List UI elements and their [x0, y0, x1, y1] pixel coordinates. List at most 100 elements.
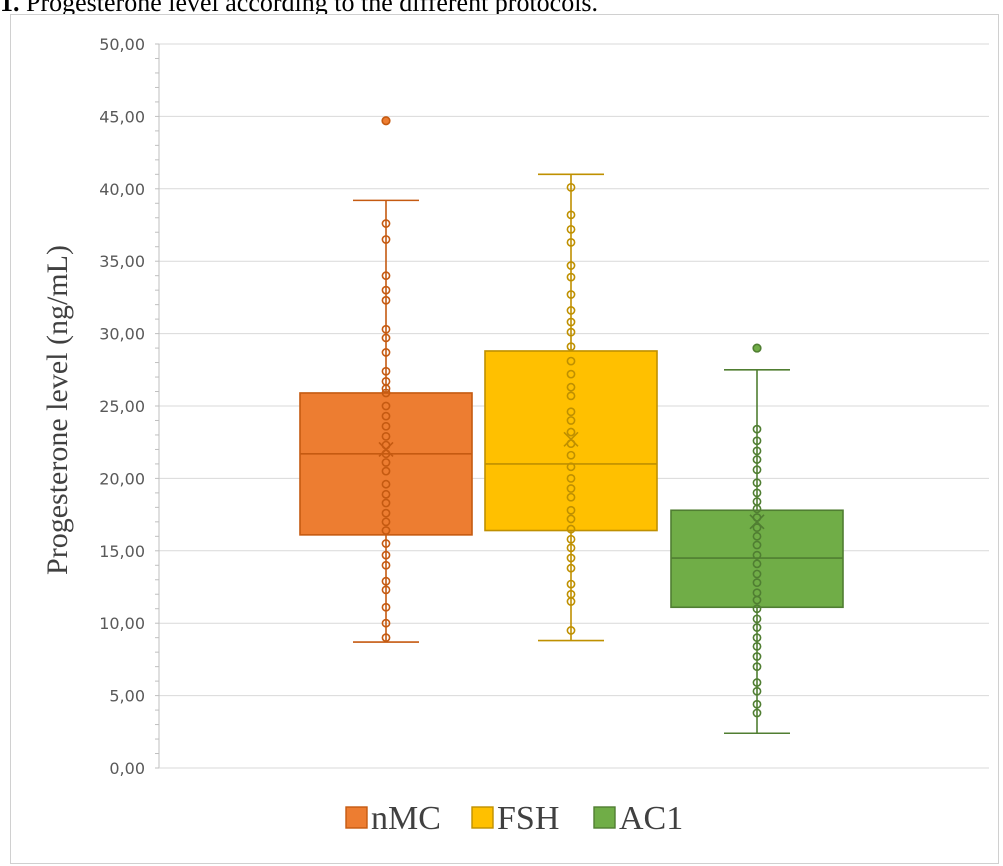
data-point	[381, 539, 391, 548]
data-point	[752, 588, 762, 598]
data-point	[381, 411, 391, 421]
data-point	[381, 333, 391, 343]
y-tick-label: 20,00	[99, 469, 145, 488]
boxes	[299, 116, 844, 735]
mean-marker	[378, 441, 394, 458]
legend-swatch-ac1	[593, 806, 616, 829]
outlier-point	[752, 343, 762, 353]
data-point	[752, 614, 762, 624]
data-point	[566, 342, 576, 352]
outlier-point	[381, 116, 391, 126]
legend-label-fsh: FSH	[497, 800, 559, 837]
y-axis-label: Progesterone level (ng/mL)	[41, 245, 74, 575]
data-point	[566, 391, 576, 401]
boxplot-chart: 0,00 5,00 10,00 15,00 20,00 25,00 30,00 35,00 40…	[41, 35, 989, 837]
y-tick-label: 45,00	[99, 107, 145, 126]
data-point	[381, 458, 391, 467]
data-point	[752, 531, 762, 541]
y-tick-label: 35,00	[99, 252, 145, 271]
data-point	[566, 492, 576, 502]
chart-area: 0,00 5,00 10,00 15,00 20,00 25,00 30,00 35,00 40…	[10, 14, 999, 864]
data-point	[566, 237, 576, 247]
data-point	[381, 498, 391, 508]
data-point	[752, 633, 762, 643]
data-point	[752, 550, 762, 560]
data-point	[752, 455, 762, 464]
data-point	[381, 401, 391, 411]
y-tick-label: 50,00	[99, 35, 145, 54]
data-point	[566, 272, 576, 282]
box-fsh	[484, 173, 658, 642]
data-point	[381, 366, 391, 376]
data-point	[566, 369, 576, 379]
data-point	[566, 317, 576, 327]
data-point	[752, 497, 762, 506]
data-point	[566, 382, 576, 392]
data-point	[566, 524, 576, 534]
data-point	[752, 662, 762, 672]
data-point	[752, 578, 762, 588]
data-point	[752, 686, 762, 696]
data-point	[752, 478, 762, 488]
data-point	[752, 623, 762, 632]
legend-swatch-nmc	[345, 806, 368, 829]
data-point	[752, 652, 762, 661]
data-point	[381, 271, 391, 281]
figure-number: 1.	[0, 0, 20, 17]
data-point	[752, 446, 762, 456]
legend: nMC FSH AC1	[345, 800, 683, 837]
data-point	[752, 678, 762, 687]
iqr-box	[299, 392, 473, 536]
legend-swatch-fsh	[471, 806, 494, 829]
data-point	[752, 708, 762, 718]
y-axis: 0,00 5,00 10,00 15,00 20,00 25,00 30,00 35,00 40…	[99, 35, 989, 778]
data-point	[566, 407, 576, 417]
data-point	[381, 585, 391, 595]
figure-caption: 1. Progesterone level according to the d…	[0, 0, 1003, 28]
data-point	[566, 261, 576, 270]
data-point	[752, 424, 762, 434]
y-tick-label: 15,00	[99, 542, 145, 561]
data-point	[752, 488, 762, 498]
data-point	[566, 505, 576, 515]
data-point	[381, 602, 391, 612]
data-point	[566, 356, 576, 366]
data-point	[566, 579, 576, 589]
data-point	[381, 348, 391, 357]
data-point	[566, 473, 576, 483]
data-point	[752, 641, 762, 651]
data-point	[566, 553, 576, 563]
data-point	[381, 388, 391, 398]
data-point	[566, 484, 576, 493]
data-point	[381, 479, 391, 489]
data-point	[381, 219, 391, 228]
y-tick-label: 5,00	[109, 687, 145, 706]
data-point	[381, 295, 391, 305]
data-point	[381, 235, 391, 244]
data-point	[566, 626, 576, 635]
data-point	[381, 517, 391, 527]
data-point	[381, 432, 391, 441]
data-point	[381, 618, 391, 628]
data-point	[381, 550, 391, 560]
y-tick-label: 10,00	[99, 614, 145, 633]
box-nmc	[299, 116, 473, 643]
data-point	[566, 182, 576, 192]
data-point	[566, 290, 576, 299]
legend-label-nmc: nMC	[371, 800, 441, 837]
data-point	[381, 285, 391, 295]
data-point	[752, 523, 762, 533]
data-point	[566, 462, 576, 472]
data-point	[381, 376, 391, 386]
data-point	[752, 540, 762, 550]
y-tick-label: 0,00	[109, 759, 145, 778]
data-point	[381, 576, 391, 586]
y-tick-label: 40,00	[99, 180, 145, 199]
figure-caption-text: Progesterone level according to the diff…	[26, 0, 599, 17]
data-point	[566, 563, 576, 573]
legend-label-ac1: AC1	[619, 800, 683, 837]
data-point	[566, 224, 576, 234]
data-point	[566, 306, 576, 315]
data-point	[381, 526, 391, 535]
y-tick-label: 30,00	[99, 325, 145, 344]
